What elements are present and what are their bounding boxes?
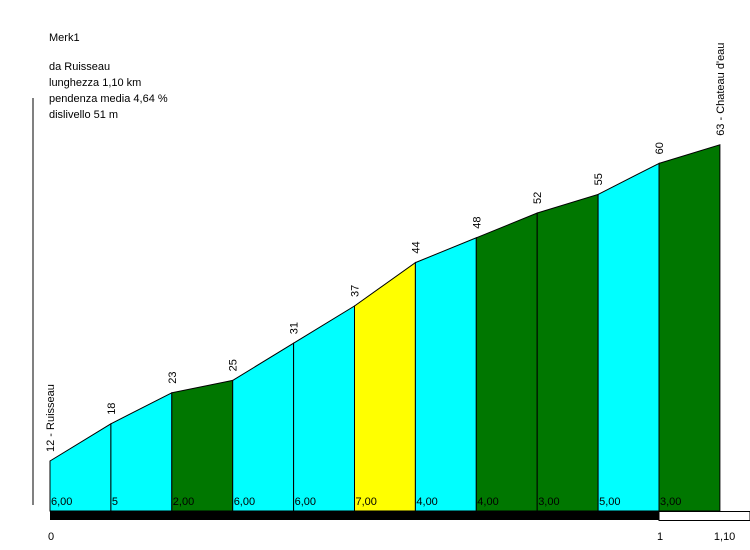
distance-tick-label: 1 <box>657 531 663 543</box>
elevation-point-label: 48 <box>471 217 483 229</box>
distance-tick-label: 0 <box>48 531 54 543</box>
profile-segment <box>232 342 295 512</box>
profile-segment <box>110 391 173 512</box>
segment-gradient-label: 6,00 <box>295 496 316 508</box>
distance-tick-label: 1,10 <box>714 531 735 543</box>
profile-labels: 6,00 5 2,00 6,00 6,00 7,00 4,00 4,00 3,00 5,00 3,0… <box>45 43 727 508</box>
elevation-point-label: 55 <box>593 173 605 185</box>
climb-name: Merk1 <box>49 32 80 44</box>
segment-gradient-label: 6,00 <box>51 496 72 508</box>
distance-scale: 0 1 1,10 <box>48 511 750 543</box>
segment-gradient-label: 3,00 <box>660 496 681 508</box>
segment-gradient-label: 3,00 <box>538 496 559 508</box>
profile-segment <box>536 193 599 512</box>
elevation-point-label: 52 <box>532 192 544 204</box>
elevation-point-label: 60 <box>654 142 666 154</box>
segment-gradient-label: 4,00 <box>416 496 437 508</box>
elevation-point-label: 63 - Chateau d'eau <box>715 43 727 136</box>
profile-segment <box>414 237 477 512</box>
segment-gradient-label: 7,00 <box>356 496 377 508</box>
climb-start: da Ruisseau <box>49 61 111 73</box>
elevation-point-label: 12 - Ruisseau <box>45 384 57 452</box>
segment-gradient-label: 5 <box>112 496 118 508</box>
scale-bar-filled <box>50 511 659 520</box>
elevation-point-label: 44 <box>410 241 422 253</box>
climb-length: lunghezza 1,10 km <box>49 77 142 89</box>
profile-segments <box>49 144 721 512</box>
scale-bar-remainder <box>658 511 750 521</box>
elevation-point-label: 25 <box>228 359 240 371</box>
segment-gradient-label: 5,00 <box>599 496 620 508</box>
climb-info-panel: Merk1 da Ruisseau lunghezza 1,10 km pend… <box>49 30 168 123</box>
profile-segment <box>354 261 416 512</box>
climb-elevation-gain: dislivello 51 m <box>49 109 119 121</box>
elevation-point-label: 18 <box>106 403 118 415</box>
segment-gradient-label: 6,00 <box>234 496 255 508</box>
profile-segment <box>171 379 234 512</box>
segment-gradient-label: 2,00 <box>173 496 194 508</box>
profile-segment <box>293 305 355 512</box>
climb-average-gradient: pendenza media 4,64 % <box>49 93 168 105</box>
elevation-point-label: 37 <box>350 285 362 297</box>
profile-segment <box>658 144 721 512</box>
profile-segment <box>475 212 538 512</box>
profile-segment <box>597 162 660 512</box>
segment-gradient-label: 4,00 <box>477 496 498 508</box>
elevation-point-label: 31 <box>289 322 301 334</box>
elevation-point-label: 23 <box>167 372 179 384</box>
